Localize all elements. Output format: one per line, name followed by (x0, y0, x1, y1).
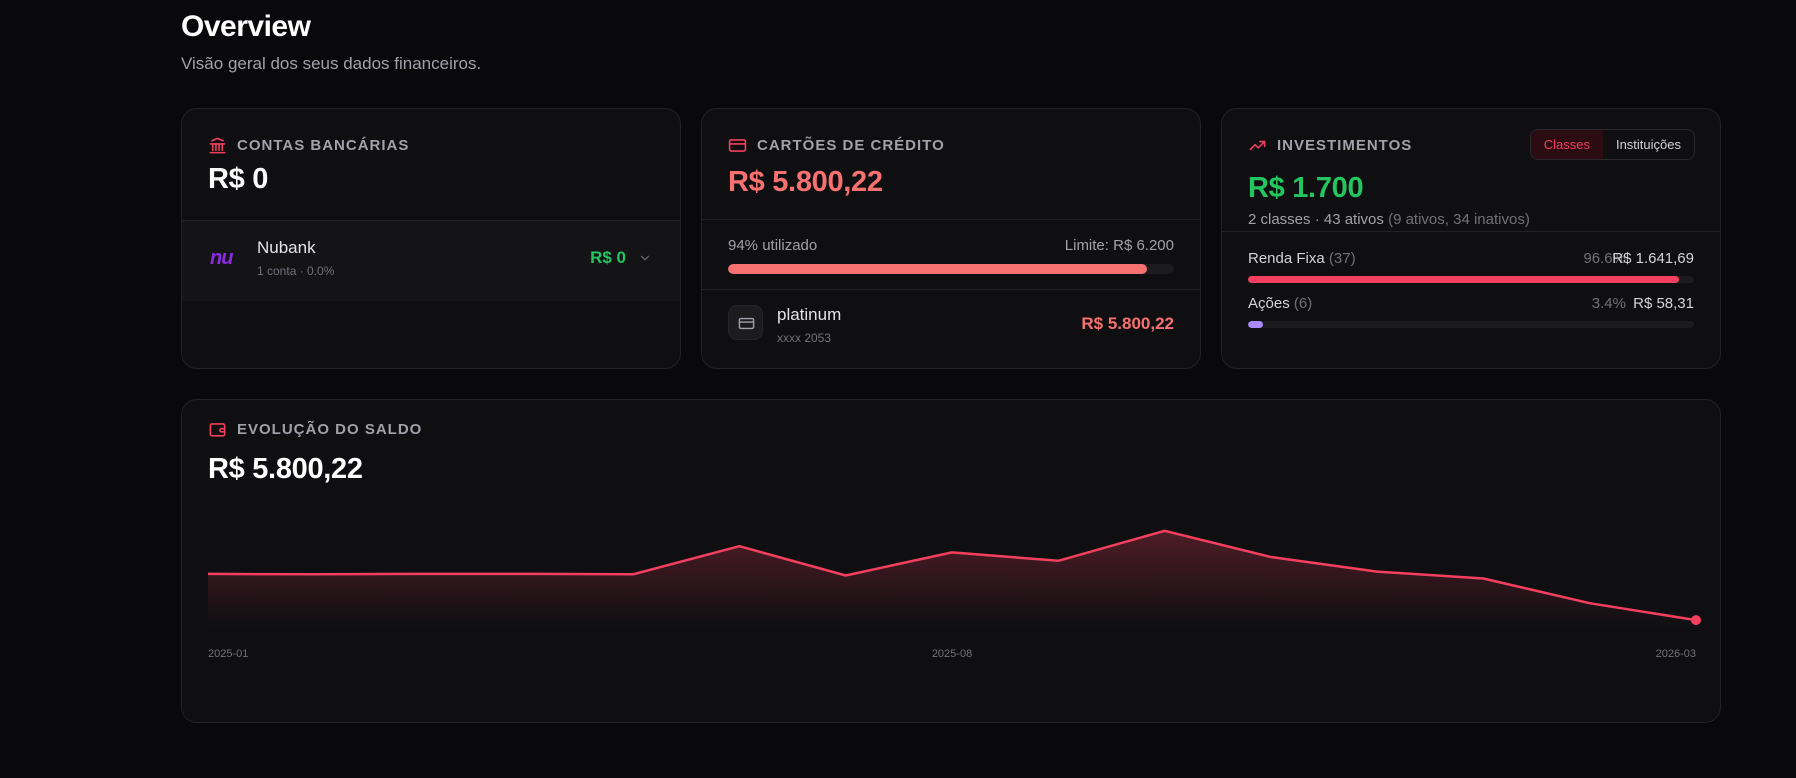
utilization-text: 94% utilizado (728, 237, 818, 254)
credit-card-number: xxxx 2053 (777, 331, 832, 345)
investments-meta-main: 2 classes · 43 ativos (1248, 211, 1384, 228)
credit-cards-card: CARTÕES DE CRÉDITO R$ 5.800,22 94% utili… (701, 108, 1201, 369)
divider (702, 219, 1200, 220)
credit-cards-label: CARTÕES DE CRÉDITO (757, 137, 945, 154)
investments-label: INVESTIMENTOS (1277, 137, 1413, 154)
credit-card-icon (738, 317, 755, 330)
class-percent: 96.6% (1583, 250, 1626, 267)
credit-card-icon (728, 136, 747, 155)
balance-evolution-header: EVOLUÇÃO DO SALDO (208, 420, 422, 439)
class-count: (6) (1293, 295, 1313, 312)
class-value: R$ 58,31 (1633, 295, 1694, 312)
credit-cards-total: R$ 5.800,22 (728, 166, 883, 198)
balance-evolution-chart: 2025-01 2025-08 2026-03 (207, 529, 1701, 660)
balance-point-current[interactable] (1691, 615, 1701, 626)
nubank-logo: nu (210, 247, 233, 269)
account-meta: 1 conta · 0.0% (257, 264, 335, 278)
investments-card-header: INVESTIMENTOS (1248, 136, 1412, 155)
balance-area (208, 530, 1696, 627)
investments-meta-muted: (9 ativos, 34 inativos) (1388, 211, 1530, 228)
balance-evolution-total: R$ 5.800,22 (208, 453, 363, 485)
credit-card-row-platinum[interactable]: platinum xxxx 2053 R$ 5.800,22 (702, 289, 1200, 368)
class-value: R$ 1.641,69 (1612, 250, 1694, 267)
card-thumb (728, 305, 763, 340)
limit-text: Limite: R$ 6.200 (1064, 237, 1174, 254)
investments-total: R$ 1.700 (1248, 172, 1364, 204)
class-name: Ações (6) (1248, 295, 1312, 312)
accounts-card: CONTAS BANCÁRIAS R$ 0 nu Nubank 1 conta … (181, 108, 681, 369)
account-row-nubank[interactable]: nu Nubank 1 conta · 0.0% R$ 0 (182, 220, 680, 301)
balance-line (207, 529, 1697, 622)
x-tick-label: 2025-01 (208, 648, 248, 660)
credit-card-value: R$ 5.800,22 (1081, 314, 1174, 333)
bank-icon (208, 136, 227, 155)
class-bar-fill (1248, 276, 1679, 283)
account-name: Nubank (257, 238, 316, 257)
utilization-bar-fill (728, 264, 1148, 274)
wallet-icon (208, 420, 227, 439)
divider (1222, 231, 1720, 232)
accounts-card-header: CONTAS BANCÁRIAS (208, 136, 409, 155)
toggle-classes[interactable]: Classes (1530, 130, 1603, 159)
page-title: Overview (181, 10, 311, 43)
class-bar-fill (1248, 321, 1264, 328)
credit-card-name: platinum (777, 305, 842, 324)
class-count: (37) (1328, 250, 1356, 267)
page-subtitle: Visão geral dos seus dados financeiros. (181, 54, 482, 73)
x-tick-label: 2025-08 (932, 648, 972, 660)
x-tick-label: 2026-03 (1656, 648, 1696, 660)
balance-evolution-card: 2025-01 2025-08 2026-03 EVOLUÇÃO DO SALDO … (181, 399, 1721, 723)
class-name-text: Renda Fixa (1248, 250, 1325, 267)
class-name-text: Ações (1248, 295, 1290, 312)
investments-meta: 2 classes · 43 ativos (9 ativos, 34 inat… (1248, 211, 1530, 228)
account-value: R$ 0 (590, 248, 626, 267)
accounts-label: CONTAS BANCÁRIAS (237, 137, 410, 154)
trending-up-icon (1248, 136, 1267, 155)
toggle-instituicoes[interactable]: Instituições (1615, 137, 1681, 152)
balance-evolution-label: EVOLUÇÃO DO SALDO (237, 421, 423, 438)
class-bar-acoes (1248, 321, 1694, 328)
investments-card: INVESTIMENTOS Classes Instituições R$ 1.… (1221, 108, 1721, 369)
utilization-bar (728, 264, 1174, 274)
class-bar-renda-fixa (1248, 276, 1694, 283)
class-percent: 3.4% (1591, 295, 1626, 312)
credit-cards-card-header: CARTÕES DE CRÉDITO (728, 136, 945, 155)
investments-view-toggle: Classes Instituições (1529, 129, 1695, 160)
class-name: Renda Fixa (37) (1248, 250, 1356, 267)
divider (702, 289, 1200, 290)
accounts-total: R$ 0 (208, 163, 269, 195)
chevron-down-icon[interactable] (638, 251, 652, 265)
